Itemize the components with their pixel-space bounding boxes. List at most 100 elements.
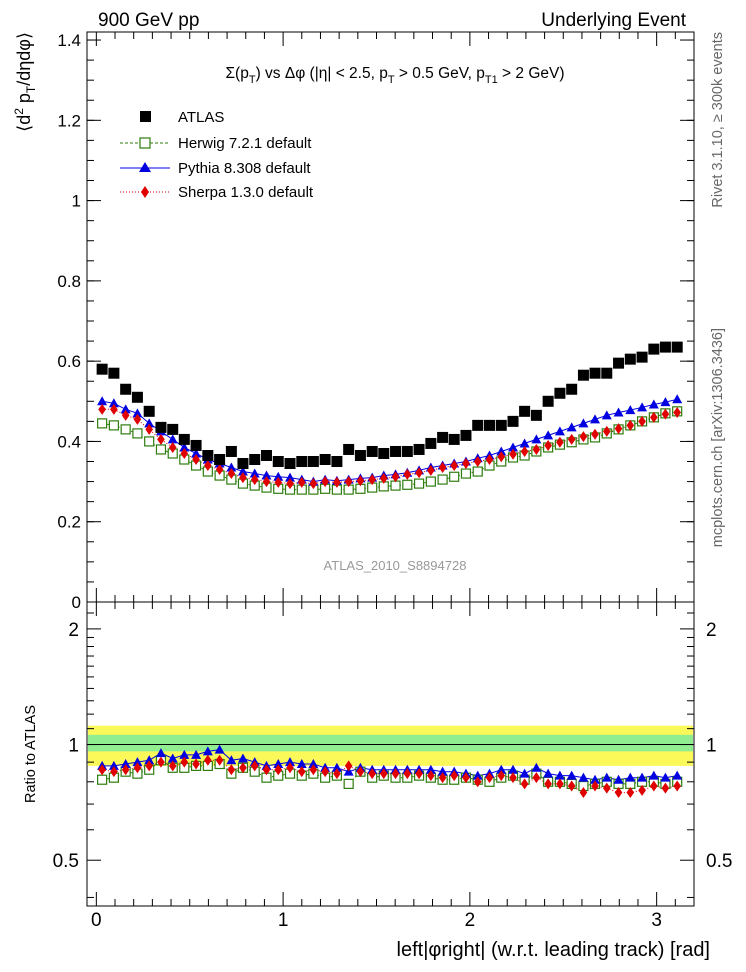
atlas-point <box>437 431 449 443</box>
sherpa-point <box>450 460 458 472</box>
ratio-sherpa-point <box>157 756 165 768</box>
ratio-sherpa-point <box>650 780 658 792</box>
sherpa-point <box>286 478 294 490</box>
pythia-point <box>531 434 542 444</box>
ratio-sherpa-point <box>168 760 177 772</box>
pythia-point <box>625 405 636 415</box>
atlas-point <box>577 369 589 381</box>
sherpa-point <box>673 407 681 419</box>
pythia-point <box>601 410 612 420</box>
atlas-point <box>425 437 437 449</box>
main-title: Σ(pT) vs Δφ (|η| < 2.5, pT > 0.5 GeV, pT… <box>225 65 564 86</box>
sherpa-point <box>485 454 494 465</box>
y-tick-label: 1.2 <box>57 111 81 130</box>
ratio-sherpa-point <box>520 778 529 790</box>
atlas-point <box>272 456 284 468</box>
atlas-point <box>589 367 601 379</box>
pythia-point <box>191 448 202 458</box>
sherpa-point <box>227 468 236 480</box>
sherpa-point <box>661 408 670 420</box>
ratio-sherpa-point <box>250 760 259 772</box>
sherpa-point <box>121 409 130 421</box>
x-tick-label: 3 <box>651 910 662 931</box>
ratio-herwig-point <box>97 774 108 785</box>
sherpa-point <box>403 468 412 480</box>
sherpa-point <box>344 476 353 488</box>
y-axis-label: ⟨d2 pT/dηdφ⟩ <box>12 32 38 132</box>
legend-marker-pythia <box>139 162 151 172</box>
sherpa-point <box>239 472 247 484</box>
mcplots-label: mcplots.cern.ch [arXiv:1306.3436] <box>710 328 726 547</box>
atlas-point <box>249 454 261 465</box>
ratio-pythia-point <box>508 764 519 774</box>
sherpa-point <box>427 464 435 476</box>
ratio-pythia-point <box>202 746 213 756</box>
pythia-point <box>237 466 248 476</box>
ratio-sherpa-point <box>673 780 681 792</box>
ratio-sherpa-point <box>297 766 306 778</box>
sherpa-point <box>368 474 376 486</box>
legend-marker-sherpa <box>141 186 149 198</box>
header-left: 900 GeV pp <box>98 10 199 31</box>
herwig-point <box>437 474 448 485</box>
herwig-point <box>132 428 143 439</box>
ratio-sherpa-point <box>403 768 412 780</box>
sherpa-point <box>438 462 447 474</box>
herwig-point <box>402 479 413 490</box>
ratio-sherpa-point <box>356 766 365 778</box>
ratio-sherpa-point <box>626 787 635 799</box>
ratio-pythia-point <box>496 764 507 774</box>
ratio-sherpa-point <box>462 772 470 784</box>
herwig-point <box>120 424 131 435</box>
sherpa-point <box>509 448 517 460</box>
atlas-point <box>530 409 542 421</box>
atlas-point <box>143 405 155 417</box>
sherpa-point <box>192 454 200 465</box>
atlas-point <box>483 419 495 431</box>
pythia-point <box>167 434 178 444</box>
ratio-pythia-point <box>672 770 683 780</box>
sherpa-point <box>638 415 646 427</box>
ratio-sherpa-point <box>556 778 564 790</box>
legend-label-sherpa: Sherpa 1.3.0 default <box>178 184 314 201</box>
atlas-point <box>378 447 390 459</box>
atlas-point <box>624 353 636 365</box>
ratio-sherpa-point <box>98 764 106 776</box>
atlas-point <box>636 351 648 363</box>
ratio-pythia-point <box>308 759 319 769</box>
y-tick-label: 1 <box>72 192 81 211</box>
pythia-point <box>261 470 272 480</box>
sherpa-point <box>297 476 306 488</box>
atlas-point <box>354 449 366 461</box>
ratio-pythia-point <box>531 762 542 772</box>
ratio-sherpa-point <box>215 754 224 766</box>
sherpa-point <box>579 431 588 443</box>
atlas-point <box>401 445 413 457</box>
atlas-point <box>460 429 472 441</box>
legend: ATLAS Herwig 7.2.1 default Pythia 8.308 … <box>120 109 314 201</box>
x-tick-label: 2 <box>465 910 476 931</box>
ratio-pythia-point <box>637 772 648 782</box>
ratio-sherpa-point <box>579 787 588 799</box>
ratio-pythia-point <box>566 770 577 780</box>
ratio-pythia-point <box>237 753 248 763</box>
pythia-point <box>144 418 155 428</box>
ratio-pythia-point <box>285 757 296 767</box>
atlas-point <box>214 454 226 465</box>
sherpa-point <box>556 436 564 448</box>
atlas-point <box>237 458 249 470</box>
ratio-sherpa-point <box>368 768 376 780</box>
ratio-pythia-point <box>648 770 659 780</box>
sherpa-point <box>157 433 165 445</box>
ratio-sherpa-point <box>239 762 247 774</box>
ratio-pythia-point <box>296 759 307 769</box>
sherpa-point <box>309 478 318 490</box>
atlas-point <box>96 363 108 375</box>
sherpa-point <box>145 423 153 435</box>
atlas-point <box>659 341 671 353</box>
ratio-sherpa-point <box>309 764 318 776</box>
ratio-sherpa-point <box>145 760 153 772</box>
y-tick-label: 0 <box>72 593 81 612</box>
pythia-point <box>249 468 260 478</box>
sherpa-point <box>497 451 506 463</box>
